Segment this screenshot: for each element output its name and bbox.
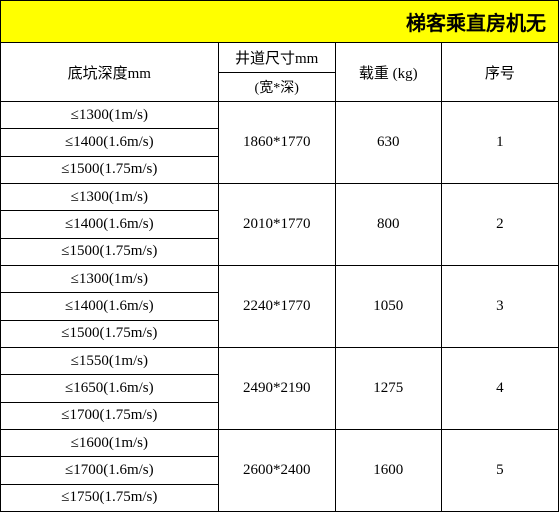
- header-depth: 底坑深度mm: [1, 43, 219, 102]
- seq-cell: 5: [441, 430, 558, 512]
- weight-cell: 800: [335, 184, 441, 266]
- depth-cell: ≤1400(1.6m/s): [1, 129, 219, 156]
- weight-cell: 1600: [335, 430, 441, 512]
- shaft-cell: 2010*1770: [218, 184, 335, 266]
- shaft-cell: 2240*1770: [218, 266, 335, 348]
- table-row: ≤1300(1m/s)1860*17706301: [1, 102, 559, 129]
- seq-cell: 4: [441, 348, 558, 430]
- header-shaft-sub: (宽*深): [218, 73, 335, 102]
- weight-cell: 1050: [335, 266, 441, 348]
- header-weight: 载重 (kg): [335, 43, 441, 102]
- depth-cell: ≤1750(1.75m/s): [1, 484, 219, 511]
- weight-cell: 1275: [335, 348, 441, 430]
- spec-table: 底坑深度mm 井道尺寸mm 载重 (kg) 序号 (宽*深) ≤1300(1m/…: [0, 42, 559, 512]
- seq-cell: 3: [441, 266, 558, 348]
- table-header-row: 底坑深度mm 井道尺寸mm 载重 (kg) 序号: [1, 43, 559, 73]
- shaft-cell: 2490*2190: [218, 348, 335, 430]
- depth-cell: ≤1500(1.75m/s): [1, 156, 219, 183]
- table-body: ≤1300(1m/s)1860*17706301≤1400(1.6m/s)≤15…: [1, 102, 559, 512]
- depth-cell: ≤1500(1.75m/s): [1, 238, 219, 265]
- shaft-cell: 2600*2400: [218, 430, 335, 512]
- table-container: 梯客乘直房机无 底坑深度mm 井道尺寸mm 载重 (kg) 序号 (宽*深) ≤…: [0, 0, 559, 500]
- depth-cell: ≤1300(1m/s): [1, 266, 219, 293]
- table-row: ≤1300(1m/s)2010*17708002: [1, 184, 559, 211]
- depth-cell: ≤1300(1m/s): [1, 102, 219, 129]
- seq-cell: 1: [441, 102, 558, 184]
- shaft-cell: 1860*1770: [218, 102, 335, 184]
- title-text: 梯客乘直房机无: [406, 13, 546, 35]
- header-shaft-top: 井道尺寸mm: [218, 43, 335, 73]
- depth-cell: ≤1500(1.75m/s): [1, 320, 219, 347]
- depth-cell: ≤1400(1.6m/s): [1, 211, 219, 238]
- depth-cell: ≤1700(1.75m/s): [1, 402, 219, 429]
- table-row: ≤1550(1m/s)2490*219012754: [1, 348, 559, 375]
- seq-cell: 2: [441, 184, 558, 266]
- depth-cell: ≤1700(1.6m/s): [1, 457, 219, 484]
- depth-cell: ≤1550(1m/s): [1, 348, 219, 375]
- depth-cell: ≤1400(1.6m/s): [1, 293, 219, 320]
- title-bar: 梯客乘直房机无: [0, 0, 559, 42]
- weight-cell: 630: [335, 102, 441, 184]
- depth-cell: ≤1300(1m/s): [1, 184, 219, 211]
- depth-cell: ≤1650(1.6m/s): [1, 375, 219, 402]
- header-seq: 序号: [441, 43, 558, 102]
- depth-cell: ≤1600(1m/s): [1, 430, 219, 457]
- table-row: ≤1300(1m/s)2240*177010503: [1, 266, 559, 293]
- table-row: ≤1600(1m/s)2600*240016005: [1, 430, 559, 457]
